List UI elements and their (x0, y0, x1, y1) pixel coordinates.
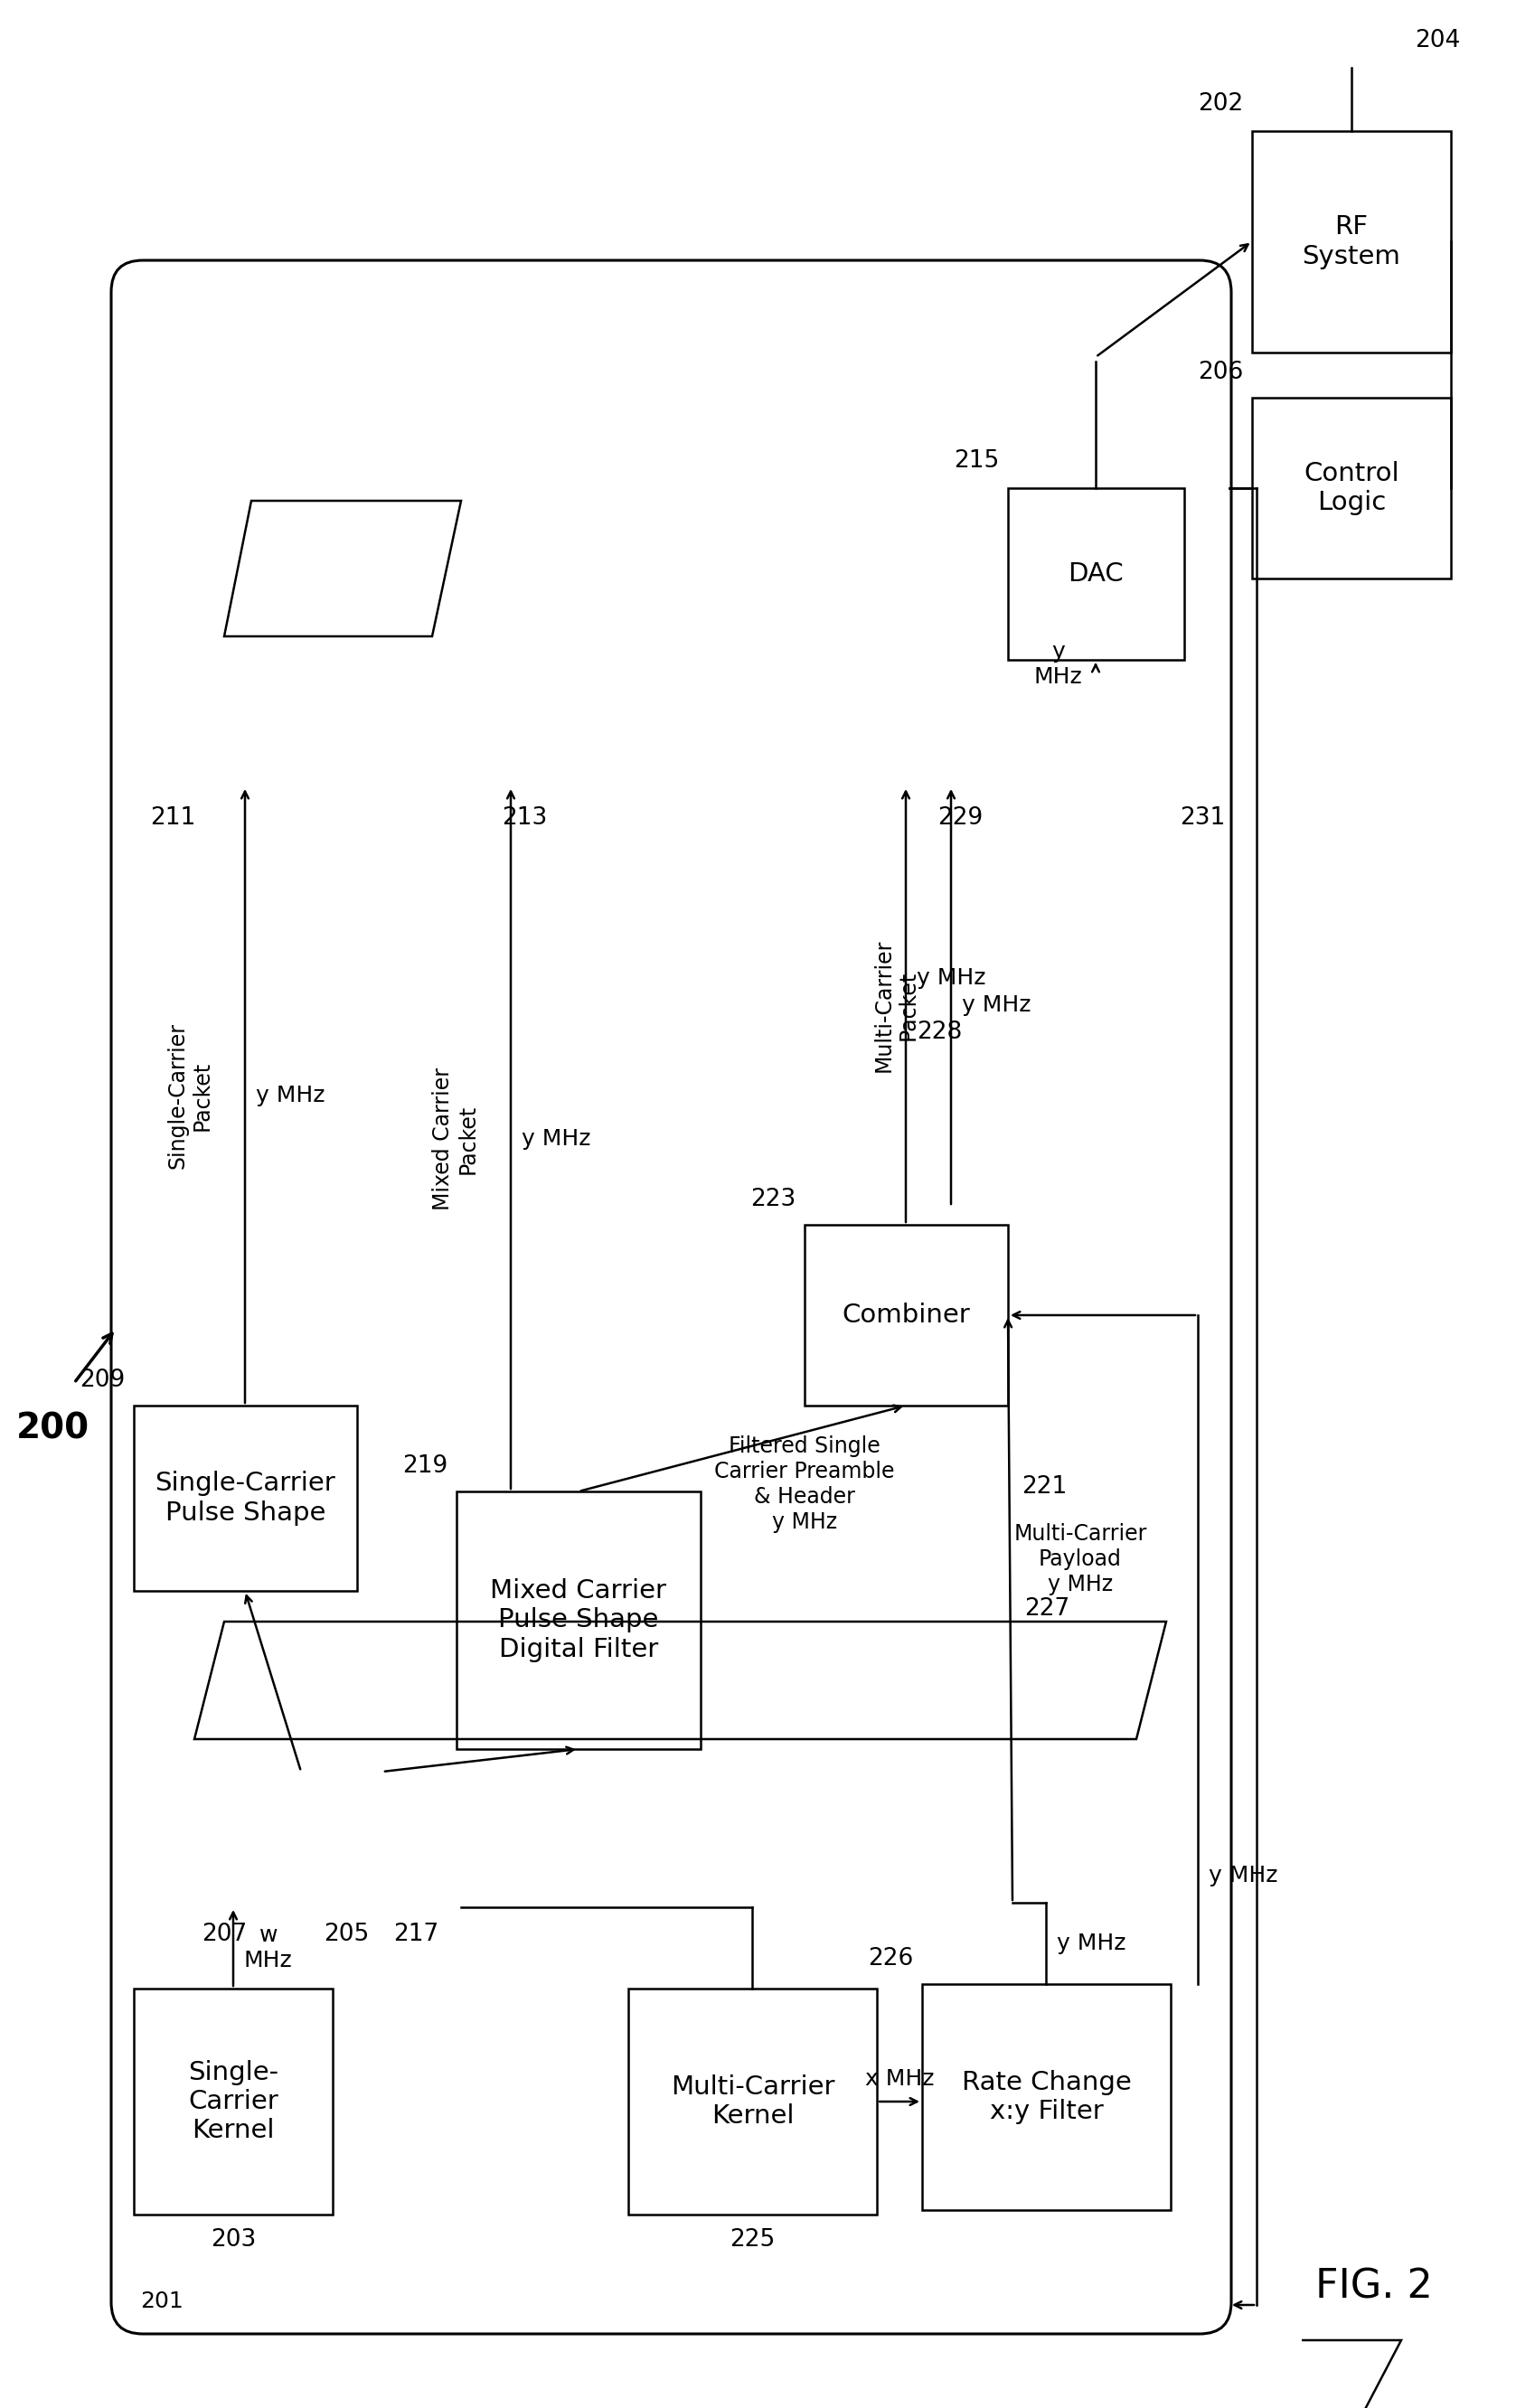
Bar (921, 1984, 1170, 2211)
Text: Filtered Single
Carrier Preamble
& Header
y MHz: Filtered Single Carrier Preamble & Heade… (714, 1435, 893, 1534)
Text: y MHz: y MHz (961, 995, 1030, 1016)
Text: DAC: DAC (1067, 561, 1124, 588)
Text: 227: 227 (1024, 1597, 1068, 1621)
FancyBboxPatch shape (111, 260, 1231, 2333)
Text: y
MHz: y MHz (1033, 641, 1082, 689)
Text: y MHz: y MHz (522, 1127, 591, 1149)
Text: RF
System: RF System (1302, 214, 1400, 270)
Text: Mixed Carrier
Pulse Shape
Digital Filter: Mixed Carrier Pulse Shape Digital Filter (490, 1577, 666, 1662)
Text: 211: 211 (150, 807, 195, 831)
Text: 206: 206 (1197, 361, 1242, 385)
Bar (1251, 130, 1451, 352)
Text: 205: 205 (324, 1922, 368, 1946)
Bar (628, 1989, 876, 2215)
Text: 209: 209 (80, 1368, 124, 1392)
Text: Rate Change
x:y Filter: Rate Change x:y Filter (961, 2071, 1131, 2124)
Bar (1251, 397, 1451, 578)
Bar (456, 1491, 700, 1748)
Text: 204: 204 (1414, 29, 1460, 53)
Text: y MHz: y MHz (1208, 1864, 1277, 1885)
Text: 221: 221 (1021, 1476, 1067, 1498)
Bar (134, 1989, 333, 2215)
Text: 228: 228 (916, 1021, 961, 1045)
Text: Single-Carrier
Pulse Shape: Single-Carrier Pulse Shape (155, 1471, 336, 1527)
Text: 203: 203 (210, 2227, 256, 2251)
Text: Single-Carrier
Packet: Single-Carrier Packet (166, 1023, 213, 1168)
Text: w
MHz: w MHz (244, 1924, 293, 1972)
Text: y MHz: y MHz (1056, 1934, 1125, 1955)
Text: Multi-Carrier
Payload
y MHz: Multi-Carrier Payload y MHz (1013, 1524, 1147, 1594)
Text: 223: 223 (749, 1187, 795, 1211)
Text: x MHz: x MHz (864, 2068, 933, 2090)
Text: Single-
Carrier
Kernel: Single- Carrier Kernel (187, 2059, 278, 2143)
Text: y MHz: y MHz (916, 968, 985, 990)
Bar (1007, 489, 1183, 660)
Text: Multi-Carrier
Packet: Multi-Carrier Packet (872, 939, 919, 1072)
Text: 229: 229 (936, 807, 982, 831)
Text: 207: 207 (201, 1922, 247, 1946)
Text: Mixed Carrier
Packet: Mixed Carrier Packet (431, 1067, 479, 1211)
Text: 225: 225 (729, 2227, 775, 2251)
Text: Multi-Carrier
Kernel: Multi-Carrier Kernel (671, 2073, 834, 2129)
Text: 213: 213 (502, 807, 546, 831)
Text: 215: 215 (953, 450, 998, 472)
Text: y MHz: y MHz (256, 1084, 325, 1105)
Text: Combiner: Combiner (841, 1303, 970, 1327)
Bar (804, 1226, 1007, 1406)
Text: Control
Logic: Control Logic (1303, 460, 1398, 515)
Text: 217: 217 (393, 1922, 437, 1946)
Text: FIG. 2: FIG. 2 (1314, 2268, 1432, 2307)
Text: 202: 202 (1197, 92, 1242, 116)
Text: 231: 231 (1179, 807, 1225, 831)
Text: 219: 219 (402, 1454, 447, 1479)
Bar (134, 1406, 356, 1592)
Text: 200: 200 (15, 1411, 89, 1445)
Text: 226: 226 (867, 1948, 912, 1970)
Text: 201: 201 (140, 2290, 183, 2312)
